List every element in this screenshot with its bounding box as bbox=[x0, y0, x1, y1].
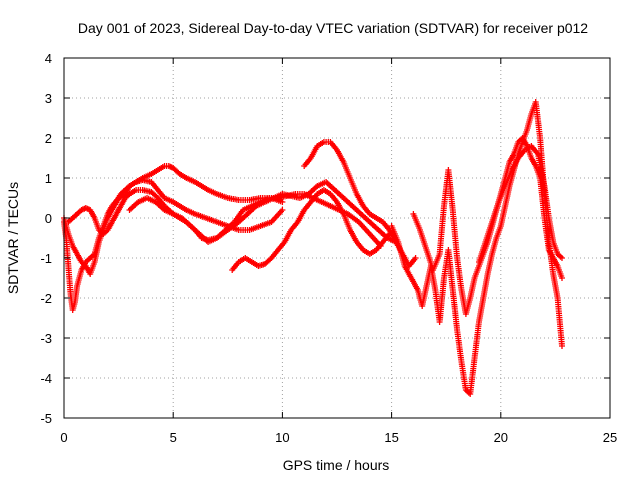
y-tick-label: 1 bbox=[45, 171, 52, 186]
series-markers bbox=[126, 179, 399, 245]
chart-title: Day 001 of 2023, Sidereal Day-to-day VTE… bbox=[78, 20, 588, 36]
x-tick-label: 0 bbox=[60, 430, 67, 445]
series-markers bbox=[229, 187, 393, 273]
data-points bbox=[61, 99, 565, 397]
x-axis-label: GPS time / hours bbox=[283, 457, 390, 473]
y-tick-label: 4 bbox=[45, 51, 52, 66]
x-tick-label: 5 bbox=[170, 430, 177, 445]
x-tick-labels: 0 5 10 15 20 25 bbox=[60, 430, 617, 445]
grid-lines bbox=[64, 58, 610, 418]
series-markers bbox=[476, 143, 565, 265]
y-tick-label: -2 bbox=[40, 291, 52, 306]
y-axis-label: SDTVAR / TECUs bbox=[5, 182, 21, 294]
y-tick-label: 3 bbox=[45, 91, 52, 106]
plot-frame bbox=[63, 57, 611, 419]
series-track-d bbox=[126, 179, 399, 245]
y-tick-labels: 4 3 2 1 0 -1 -2 -3 -4 -5 bbox=[40, 51, 52, 426]
series-markers bbox=[388, 99, 565, 397]
y-tick-label: 0 bbox=[45, 211, 52, 226]
y-tick-label: -3 bbox=[40, 331, 52, 346]
x-tick-label: 25 bbox=[603, 430, 617, 445]
y-tick-label: 2 bbox=[45, 131, 52, 146]
y-tick-label: -5 bbox=[40, 411, 52, 426]
x-tick-label: 20 bbox=[494, 430, 508, 445]
y-tick-label: -4 bbox=[40, 371, 52, 386]
y-tick-label: -1 bbox=[40, 251, 52, 266]
series-track-e bbox=[229, 187, 393, 273]
x-tick-label: 15 bbox=[384, 430, 398, 445]
series-track-i bbox=[476, 143, 565, 265]
series-track-g bbox=[388, 99, 565, 397]
axis-ticks bbox=[63, 57, 611, 419]
x-tick-label: 10 bbox=[275, 430, 289, 445]
